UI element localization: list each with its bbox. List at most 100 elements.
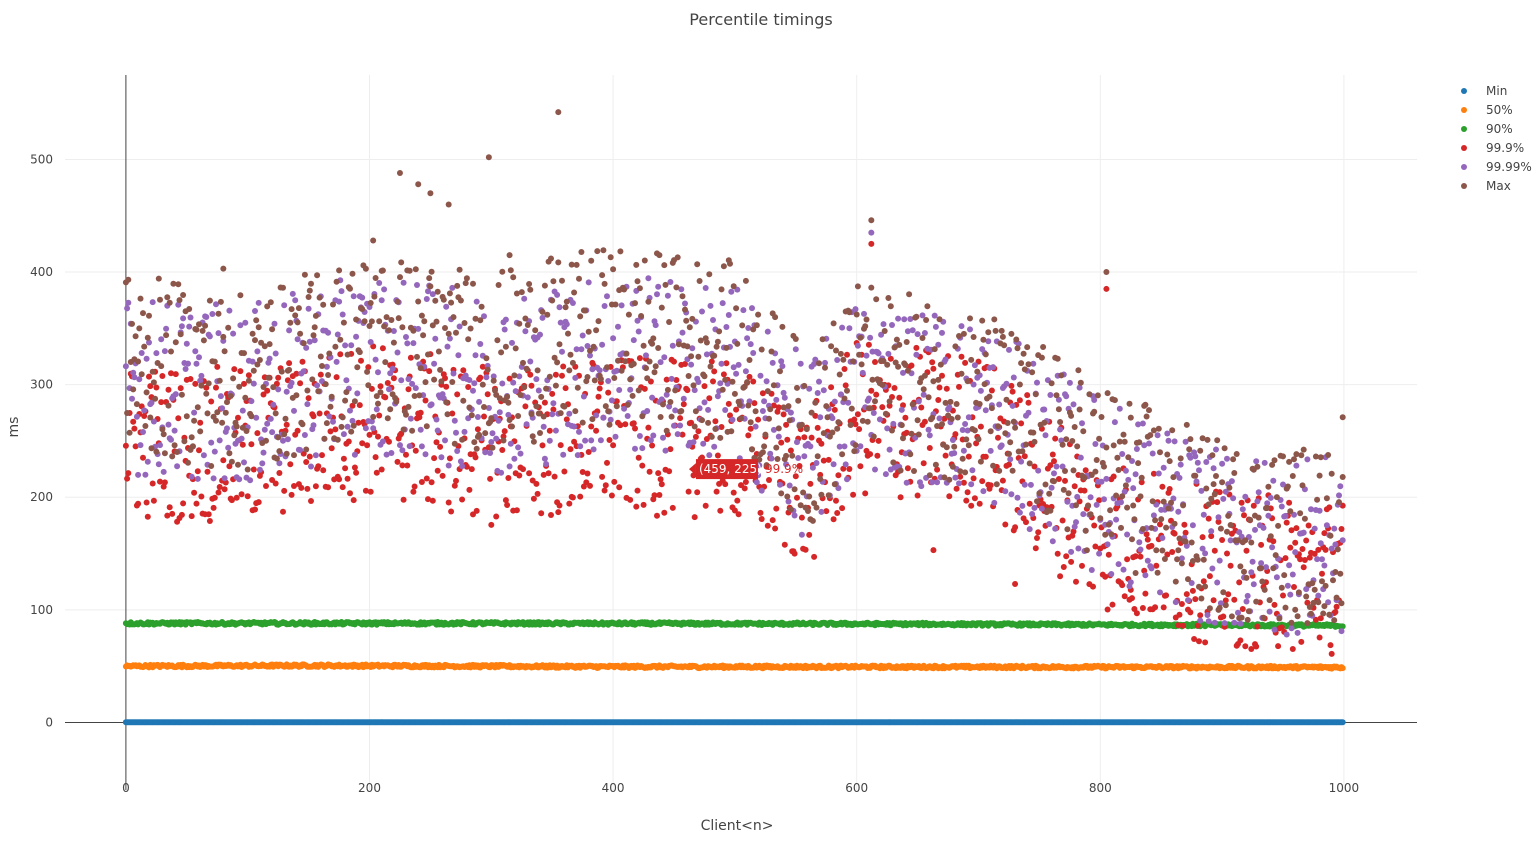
data-point[interactable] (899, 407, 905, 413)
data-point[interactable] (557, 503, 563, 509)
data-point[interactable] (968, 503, 974, 509)
data-point[interactable] (1231, 597, 1237, 603)
data-point[interactable] (548, 512, 554, 518)
data-point[interactable] (345, 424, 351, 430)
data-point[interactable] (297, 380, 303, 386)
data-point[interactable] (1091, 523, 1097, 529)
data-point[interactable] (325, 484, 331, 490)
data-point[interactable] (754, 479, 760, 485)
data-point[interactable] (231, 366, 237, 372)
data-point[interactable] (240, 442, 246, 448)
data-point[interactable] (388, 450, 394, 456)
data-point[interactable] (341, 456, 347, 462)
data-point[interactable] (782, 542, 788, 548)
data-point[interactable] (842, 443, 848, 449)
data-point[interactable] (269, 429, 275, 435)
data-point[interactable] (826, 457, 832, 463)
data-point[interactable] (867, 335, 873, 341)
data-point[interactable] (818, 441, 824, 447)
data-point[interactable] (446, 463, 452, 469)
data-point[interactable] (358, 358, 364, 364)
data-point[interactable] (536, 388, 542, 394)
data-point[interactable] (1106, 552, 1112, 558)
data-point[interactable] (1112, 419, 1118, 425)
data-point[interactable] (1049, 485, 1055, 491)
data-point[interactable] (1202, 639, 1208, 645)
data-point[interactable] (604, 293, 610, 299)
data-point[interactable] (192, 348, 198, 354)
data-point[interactable] (1142, 591, 1148, 597)
data-point[interactable] (503, 317, 509, 323)
data-point[interactable] (435, 468, 441, 474)
data-point[interactable] (839, 325, 845, 331)
data-point[interactable] (510, 380, 516, 386)
data-point[interactable] (995, 435, 1001, 441)
data-point[interactable] (598, 437, 604, 443)
data-point[interactable] (295, 428, 301, 434)
data-point[interactable] (286, 327, 292, 333)
data-point[interactable] (809, 435, 815, 441)
data-point[interactable] (1060, 518, 1066, 524)
data-point[interactable] (263, 483, 269, 489)
data-point[interactable] (1117, 406, 1123, 412)
data-point[interactable] (1075, 546, 1081, 552)
data-point[interactable] (166, 422, 172, 428)
data-point[interactable] (289, 380, 295, 386)
data-point[interactable] (1254, 624, 1260, 630)
data-point[interactable] (1220, 614, 1226, 620)
data-point[interactable] (414, 282, 420, 288)
data-point[interactable] (1303, 538, 1309, 544)
data-point[interactable] (868, 388, 874, 394)
data-point[interactable] (527, 359, 533, 365)
data-point[interactable] (1078, 455, 1084, 461)
data-point[interactable] (135, 472, 141, 478)
data-point[interactable] (1231, 620, 1237, 626)
data-point[interactable] (205, 469, 211, 475)
data-point[interactable] (801, 434, 807, 440)
data-point[interactable] (871, 410, 877, 416)
data-point[interactable] (705, 407, 711, 413)
data-point[interactable] (794, 495, 800, 501)
data-point[interactable] (209, 311, 215, 317)
data-point[interactable] (712, 418, 718, 424)
data-point[interactable] (670, 505, 676, 511)
data-point[interactable] (1121, 567, 1127, 573)
data-point[interactable] (637, 355, 643, 361)
data-point[interactable] (473, 352, 479, 358)
data-point[interactable] (636, 329, 642, 335)
data-point[interactable] (172, 428, 178, 434)
data-point[interactable] (575, 452, 581, 458)
data-point[interactable] (901, 316, 907, 322)
data-point[interactable] (457, 324, 463, 330)
data-point[interactable] (1235, 610, 1241, 616)
data-point[interactable] (434, 417, 440, 423)
data-point[interactable] (815, 390, 821, 396)
data-point[interactable] (123, 363, 129, 369)
data-point[interactable] (313, 483, 319, 489)
data-point[interactable] (549, 391, 555, 397)
data-point[interactable] (474, 508, 480, 514)
data-point[interactable] (605, 378, 611, 384)
data-point[interactable] (386, 439, 392, 445)
data-point[interactable] (937, 385, 943, 391)
data-point[interactable] (1245, 593, 1251, 599)
data-point[interactable] (959, 323, 965, 329)
data-point[interactable] (259, 460, 265, 466)
data-point[interactable] (391, 375, 397, 381)
data-point[interactable] (1159, 535, 1165, 541)
data-point[interactable] (289, 492, 295, 498)
data-point[interactable] (380, 439, 386, 445)
data-point[interactable] (632, 426, 638, 432)
data-point[interactable] (139, 350, 145, 356)
data-point[interactable] (909, 363, 915, 369)
data-point[interactable] (1219, 537, 1225, 543)
data-point[interactable] (1155, 432, 1161, 438)
data-point[interactable] (642, 386, 648, 392)
data-point[interactable] (214, 364, 220, 370)
data-point[interactable] (1293, 525, 1299, 531)
data-point[interactable] (568, 446, 574, 452)
data-point[interactable] (485, 391, 491, 397)
data-point[interactable] (1073, 519, 1079, 525)
data-point[interactable] (410, 340, 416, 346)
data-point[interactable] (145, 514, 151, 520)
